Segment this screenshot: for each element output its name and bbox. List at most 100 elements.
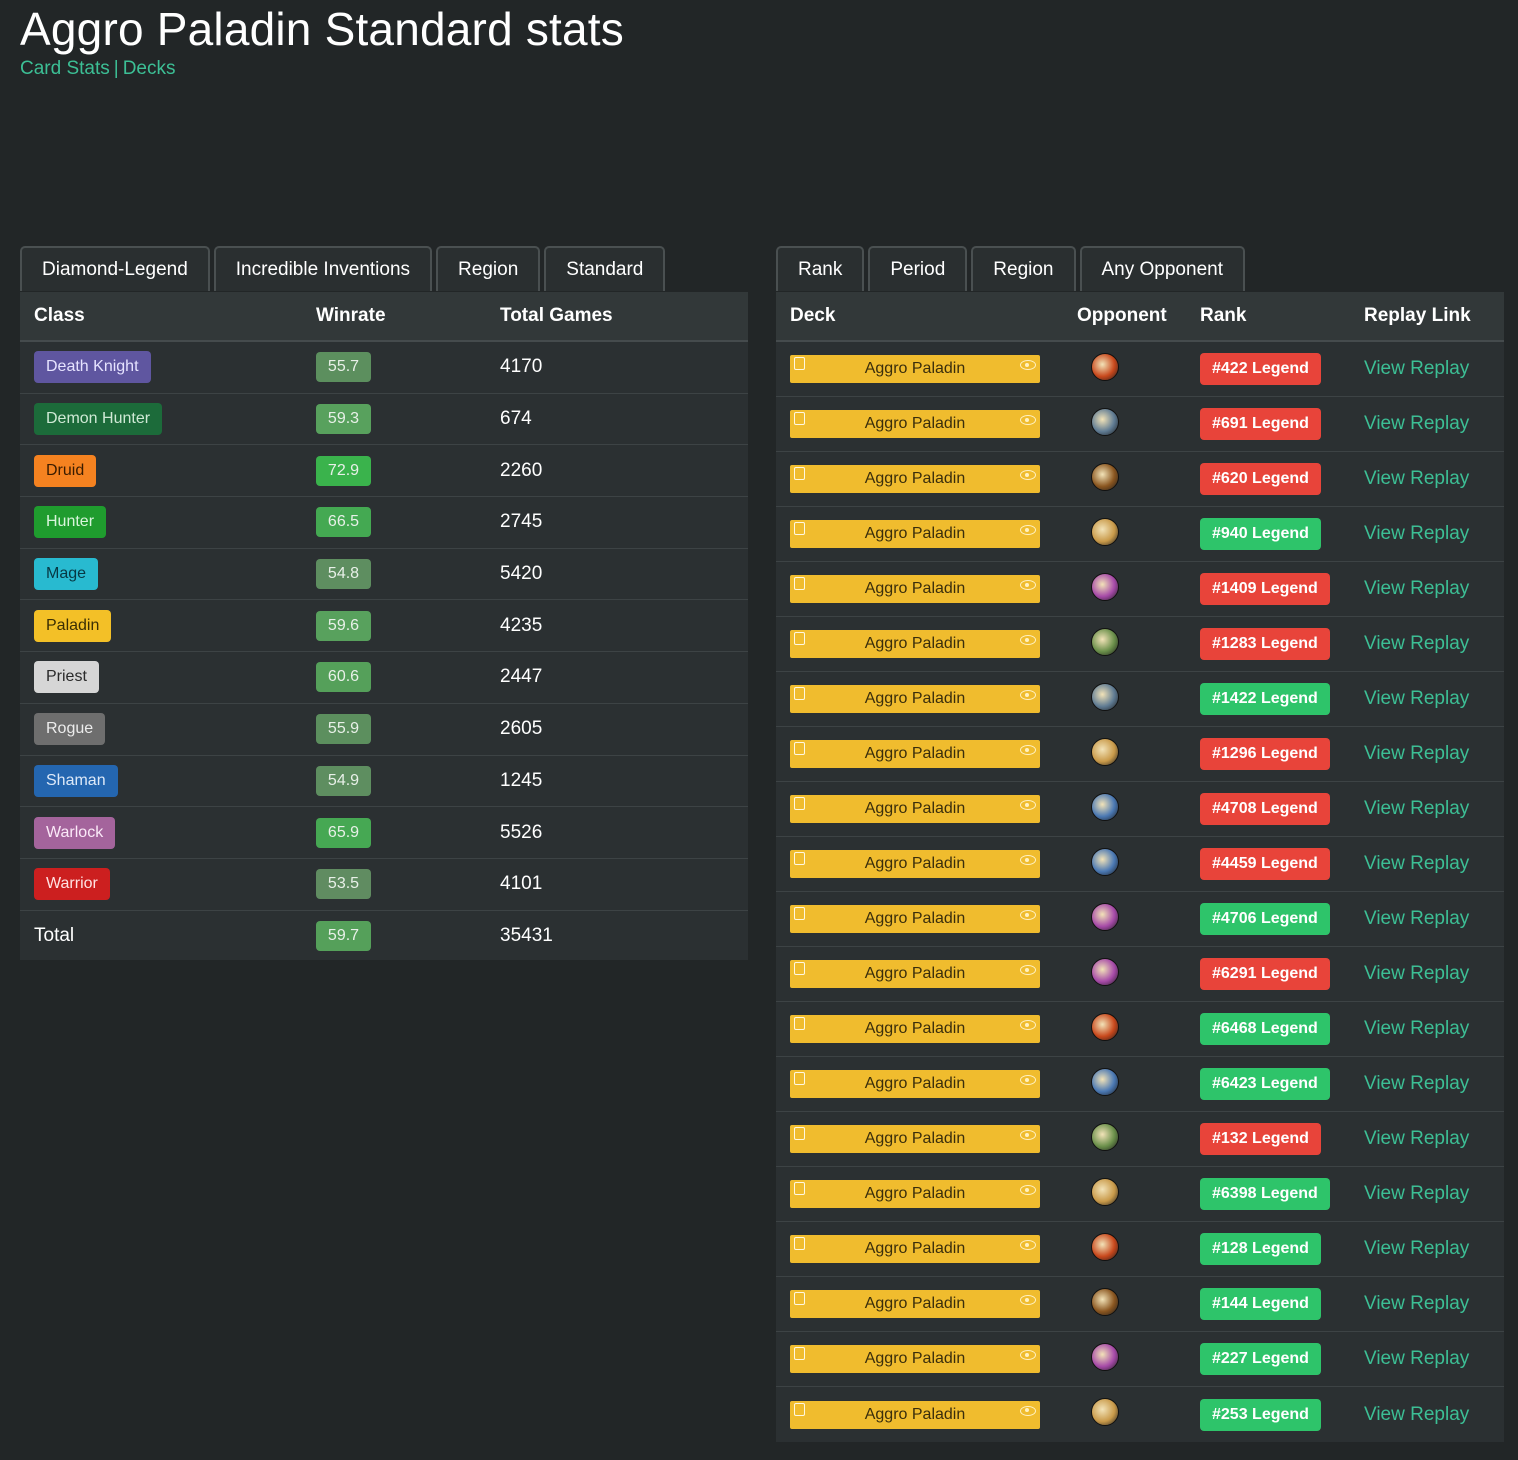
view-replay-link[interactable]: View Replay [1364,798,1470,819]
replay-filter-any-opponent-button[interactable]: Any Opponent [1079,246,1245,291]
view-deck-eye-icon[interactable] [1020,910,1036,920]
deck-tile[interactable]: Aggro Paladin [790,960,1040,988]
copy-deck-icon[interactable] [794,1347,805,1360]
class-badge[interactable]: Hunter [34,506,107,539]
class-badge[interactable]: Rogue [34,713,106,746]
deck-tile[interactable]: Aggro Paladin [790,905,1040,933]
copy-deck-icon[interactable] [794,797,805,810]
view-deck-eye-icon[interactable] [1020,525,1036,535]
deck-tile[interactable]: Aggro Paladin [790,1290,1040,1318]
class-badge[interactable]: Paladin [34,609,112,642]
filter-standard-button[interactable]: Standard [544,246,666,291]
copy-deck-icon[interactable] [794,1237,805,1250]
view-deck-eye-icon[interactable] [1020,415,1036,425]
view-deck-eye-icon[interactable] [1020,1020,1036,1030]
copy-deck-icon[interactable] [794,412,805,425]
view-deck-eye-icon[interactable] [1020,1130,1036,1140]
view-deck-eye-icon[interactable] [1020,580,1036,590]
view-replay-link[interactable]: View Replay [1364,743,1470,764]
replay-filter-region-button[interactable]: Region [971,246,1076,291]
deck-tile[interactable]: Aggro Paladin [790,1070,1040,1098]
class-badge[interactable]: Warrior [34,868,110,901]
deck-tile[interactable]: Aggro Paladin [790,520,1040,548]
view-deck-eye-icon[interactable] [1020,360,1036,370]
copy-deck-icon[interactable] [794,632,805,645]
view-deck-eye-icon[interactable] [1020,1075,1036,1085]
class-badge[interactable]: Mage [34,558,99,591]
view-replay-link[interactable]: View Replay [1364,578,1470,599]
view-replay-link[interactable]: View Replay [1364,1403,1470,1425]
view-deck-eye-icon[interactable] [1020,965,1036,975]
class-badge[interactable]: Death Knight [34,351,151,384]
view-deck-eye-icon[interactable] [1020,1350,1036,1360]
filter-region-button[interactable]: Region [436,246,541,291]
view-deck-eye-icon[interactable] [1020,1185,1036,1195]
deck-tile[interactable]: Aggro Paladin [790,1235,1040,1263]
view-deck-eye-icon[interactable] [1020,1240,1036,1250]
view-replay-link[interactable]: View Replay [1364,523,1470,544]
decks-link[interactable]: Decks [122,58,176,79]
copy-deck-icon[interactable] [794,962,805,975]
copy-deck-icon[interactable] [794,1017,805,1030]
view-deck-eye-icon[interactable] [1020,745,1036,755]
copy-deck-icon[interactable] [794,357,805,370]
copy-deck-icon[interactable] [794,1182,805,1195]
copy-deck-icon[interactable] [794,467,805,480]
deck-tile[interactable]: Aggro Paladin [790,850,1040,878]
view-deck-eye-icon[interactable] [1020,1405,1036,1416]
view-replay-link[interactable]: View Replay [1364,468,1470,489]
copy-deck-icon[interactable] [794,1127,805,1140]
view-replay-link[interactable]: View Replay [1364,688,1470,709]
replay-filter-period-button[interactable]: Period [868,246,968,291]
filter-diamond-legend-button[interactable]: Diamond-Legend [20,246,210,291]
copy-deck-icon[interactable] [794,1072,805,1085]
view-replay-link[interactable]: View Replay [1364,1293,1470,1314]
view-deck-eye-icon[interactable] [1020,470,1036,480]
copy-deck-icon[interactable] [794,907,805,920]
view-replay-link[interactable]: View Replay [1364,1348,1470,1369]
view-replay-link[interactable]: View Replay [1364,963,1470,984]
view-replay-link[interactable]: View Replay [1364,908,1470,929]
deck-tile[interactable]: Aggro Paladin [790,740,1040,768]
view-replay-link[interactable]: View Replay [1364,1128,1470,1149]
copy-deck-icon[interactable] [794,522,805,535]
view-replay-link[interactable]: View Replay [1364,413,1470,434]
copy-deck-icon[interactable] [794,1402,805,1416]
deck-tile[interactable]: Aggro Paladin [790,795,1040,823]
view-replay-link[interactable]: View Replay [1364,633,1470,654]
view-deck-eye-icon[interactable] [1020,1295,1036,1305]
class-badge[interactable]: Druid [34,454,97,487]
view-replay-link[interactable]: View Replay [1364,853,1470,874]
copy-deck-icon[interactable] [794,742,805,755]
copy-deck-icon[interactable] [794,1292,805,1305]
copy-deck-icon[interactable] [794,687,805,700]
deck-tile[interactable]: Aggro Paladin [790,1400,1040,1429]
deck-tile[interactable]: Aggro Paladin [790,1125,1040,1153]
deck-tile[interactable]: Aggro Paladin [790,575,1040,603]
view-deck-eye-icon[interactable] [1020,855,1036,865]
deck-tile[interactable]: Aggro Paladin [790,1345,1040,1373]
view-deck-eye-icon[interactable] [1020,690,1036,700]
copy-deck-icon[interactable] [794,577,805,590]
view-deck-eye-icon[interactable] [1020,635,1036,645]
card-stats-link[interactable]: Card Stats [20,58,110,79]
copy-deck-icon[interactable] [794,852,805,865]
replay-filter-rank-button[interactable]: Rank [776,246,865,291]
deck-tile[interactable]: Aggro Paladin [790,355,1040,383]
view-replay-link[interactable]: View Replay [1364,1183,1470,1204]
deck-tile[interactable]: Aggro Paladin [790,1180,1040,1208]
view-replay-link[interactable]: View Replay [1364,1018,1470,1039]
deck-tile[interactable]: Aggro Paladin [790,685,1040,713]
view-replay-link[interactable]: View Replay [1364,358,1470,379]
class-badge[interactable]: Warlock [34,816,116,849]
class-badge[interactable]: Priest [34,661,99,694]
class-badge[interactable]: Shaman [34,764,118,797]
view-replay-link[interactable]: View Replay [1364,1073,1470,1094]
deck-tile[interactable]: Aggro Paladin [790,1015,1040,1043]
deck-tile[interactable]: Aggro Paladin [790,465,1040,493]
class-badge[interactable]: Demon Hunter [34,403,163,436]
view-deck-eye-icon[interactable] [1020,800,1036,810]
view-replay-link[interactable]: View Replay [1364,1238,1470,1259]
filter-incredible-inventions-button[interactable]: Incredible Inventions [213,246,433,291]
deck-tile[interactable]: Aggro Paladin [790,630,1040,658]
